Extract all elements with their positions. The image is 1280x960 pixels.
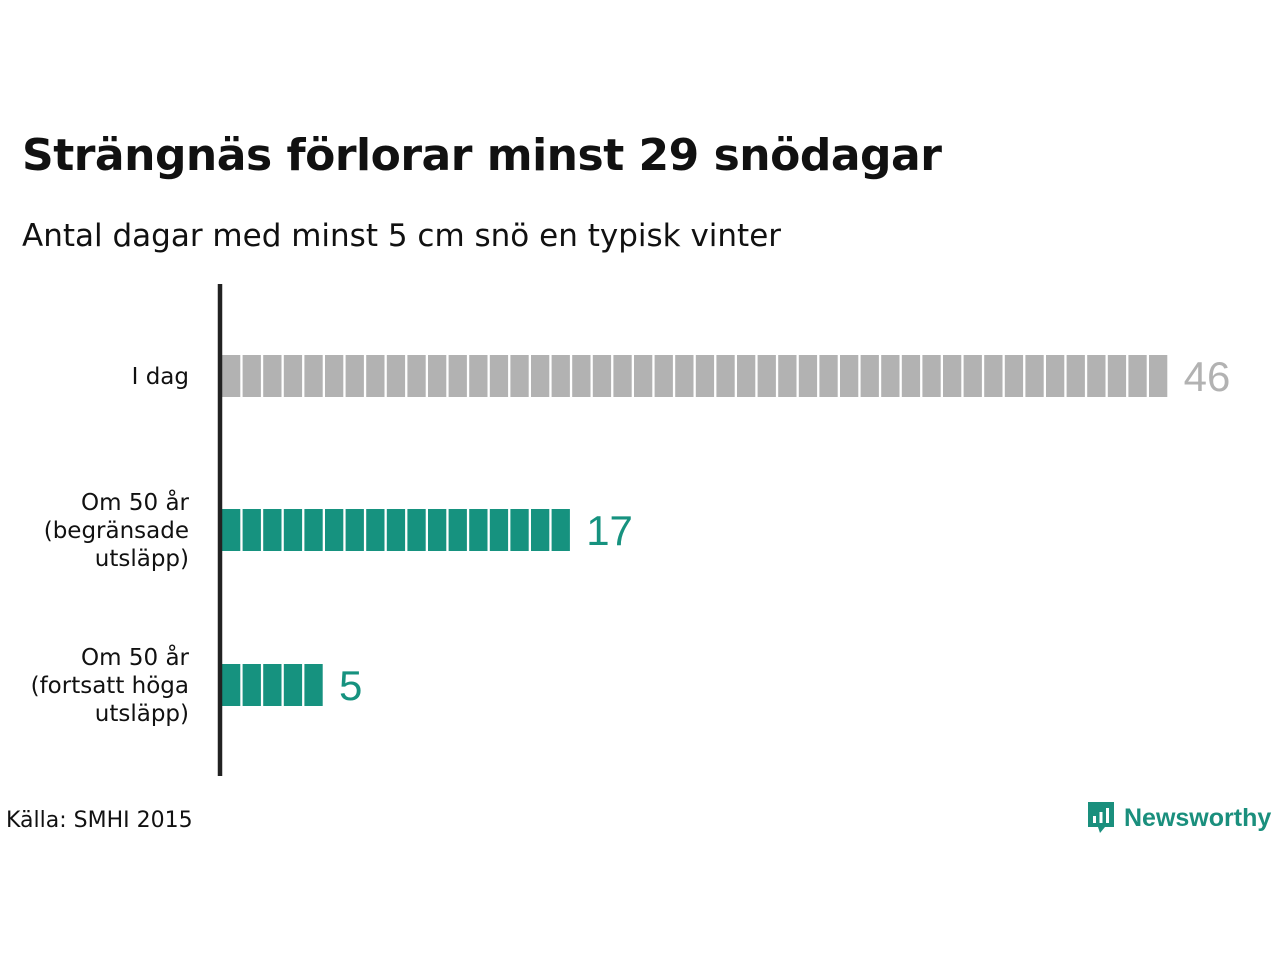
bar-block — [242, 355, 261, 397]
bar-block — [922, 355, 941, 397]
brand-logo: Newsworthy — [1086, 800, 1271, 836]
bar-block — [716, 355, 735, 397]
bar-block — [222, 509, 241, 551]
source-note: Källa: SMHI 2015 — [6, 808, 193, 833]
bar-block — [1004, 355, 1024, 397]
bar-block — [242, 664, 261, 706]
bar-block — [325, 355, 344, 397]
bar-block — [1149, 355, 1168, 397]
bar-block — [778, 355, 797, 397]
category-label-line: (begränsade — [44, 518, 189, 544]
bar-block — [304, 664, 323, 706]
bar-block — [489, 355, 509, 397]
newsworthy-logo-icon — [1088, 802, 1114, 833]
bar-block — [345, 355, 364, 397]
bar-block — [675, 355, 694, 397]
bar-block — [469, 509, 488, 551]
bar-block — [984, 355, 1003, 397]
bar-block — [222, 355, 241, 397]
chart-title: Strängnäs förlorar minst 29 snödagar — [22, 130, 942, 181]
bar-block — [283, 664, 303, 706]
category-label-line: I dag — [132, 364, 189, 390]
bar-block — [572, 355, 591, 397]
bar-block — [654, 355, 673, 397]
bar-block — [592, 355, 612, 397]
bar-block — [881, 355, 900, 397]
bar-block — [366, 509, 385, 551]
data-label: 5 — [339, 662, 362, 709]
bar-block — [448, 355, 467, 397]
bar-block — [510, 355, 529, 397]
bar-block — [345, 509, 364, 551]
data-label: 17 — [586, 507, 633, 554]
bar-block — [531, 509, 550, 551]
bar-block — [1087, 355, 1106, 397]
bar-block — [428, 355, 447, 397]
bar-block — [613, 355, 632, 397]
bar-block — [737, 355, 756, 397]
category-label-line: Om 50 år — [81, 488, 189, 516]
bar-block — [407, 355, 426, 397]
bar-block — [963, 355, 982, 397]
bar-block — [283, 355, 303, 397]
bar-block — [263, 355, 282, 397]
bar-block — [901, 355, 921, 397]
bar-block — [510, 509, 529, 551]
bar-block — [1046, 355, 1065, 397]
bar-block — [222, 664, 241, 706]
bar-block — [757, 355, 776, 397]
bar-block — [428, 509, 447, 551]
bar-block — [860, 355, 879, 397]
bar-block — [943, 355, 962, 397]
brand-name: Newsworthy — [1124, 803, 1272, 832]
bar-block — [819, 355, 838, 397]
bar-block — [386, 355, 406, 397]
bar-block — [366, 355, 385, 397]
bar-block — [304, 509, 323, 551]
bar-block — [531, 355, 550, 397]
category-label: Om 50 år (begränsade utsläpp) — [44, 488, 190, 572]
bar-block — [386, 509, 406, 551]
chart-subtitle: Antal dagar med minst 5 cm snö en typisk… — [22, 218, 782, 254]
bar-block — [840, 355, 859, 397]
bar-block — [1128, 355, 1147, 397]
bar-block — [1066, 355, 1085, 397]
bar-block — [242, 509, 261, 551]
bar-block — [489, 509, 509, 551]
bar-block — [551, 509, 570, 551]
bar-block — [634, 355, 653, 397]
category-label-line: utsläpp) — [95, 546, 189, 572]
bar-block — [798, 355, 818, 397]
category-label-line: utsläpp) — [95, 701, 189, 727]
data-label: 46 — [1184, 353, 1231, 400]
bar-block — [448, 509, 467, 551]
bar-block — [283, 509, 303, 551]
category-label-line: Om 50 år — [81, 643, 189, 671]
bar-block — [263, 664, 282, 706]
category-label: Om 50 år (fortsatt höga utsläpp) — [31, 643, 190, 727]
bar-block — [304, 355, 323, 397]
bar-block — [695, 355, 715, 397]
category-label: I dag — [132, 364, 189, 390]
bar-block — [469, 355, 488, 397]
category-label-line: (fortsatt höga — [31, 673, 189, 699]
bar-block — [263, 509, 282, 551]
bar-block — [1025, 355, 1044, 397]
bar-block — [551, 355, 570, 397]
bar-block — [1107, 355, 1127, 397]
bar-block — [325, 509, 344, 551]
bar-block — [407, 509, 426, 551]
